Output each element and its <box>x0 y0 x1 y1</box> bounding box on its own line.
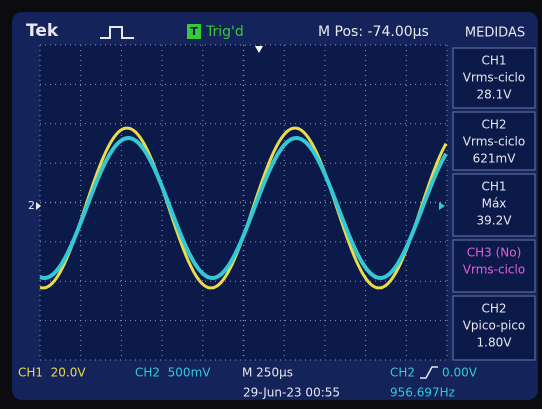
trigger-source: CH2 <box>390 366 415 380</box>
measurement-source: CH3 (No) <box>467 246 522 260</box>
screen: Tek T Trig'd M Pos: -74.00µs 2 MEDIDAS C… <box>0 0 542 409</box>
oscilloscope-screen: Tek T Trig'd M Pos: -74.00µs 2 MEDIDAS C… <box>0 0 542 409</box>
measurement-label: Vpico-pico <box>463 319 526 333</box>
measurement-source: CH2 <box>481 118 506 132</box>
measurement-source: CH1 <box>481 180 506 194</box>
menu-title: MEDIDAS <box>465 26 525 41</box>
frequency: 956.697Hz <box>390 386 455 400</box>
measurement-menu: CH1 Vrms-ciclo 28.1V CH2 Vrms-ciclo 621mV CH1 M… <box>453 48 535 360</box>
ch1-scale: CH1 20.0V <box>18 366 86 380</box>
measurement-label: Vrms-ciclo <box>463 71 525 85</box>
trigger-status: Trig'd <box>205 24 244 40</box>
measurement-label: Vrms-ciclo <box>463 263 525 277</box>
measurement-source: CH1 <box>481 54 506 68</box>
measurement-value: 39.2V <box>477 214 513 228</box>
channel-marker: 2 <box>28 199 35 212</box>
trigger-icon: T <box>190 25 198 38</box>
timebase: M 250µs <box>242 366 293 380</box>
horizontal-position: M Pos: -74.00µs <box>318 24 429 40</box>
measurement-label: Vrms-ciclo <box>463 135 525 149</box>
measurement-label: Máx <box>482 197 507 211</box>
measurement-value: 1.80V <box>477 336 513 350</box>
brand: Tek <box>26 21 59 41</box>
datetime: 29-Jun-23 00:55 <box>243 386 340 400</box>
trigger-level: 0.00V <box>442 366 478 380</box>
ch2-scale: CH2 500mV <box>135 366 211 380</box>
measurement-source: CH2 <box>481 302 506 316</box>
measurement-value: 28.1V <box>477 88 513 102</box>
measurement-value: 621mV <box>473 152 517 166</box>
